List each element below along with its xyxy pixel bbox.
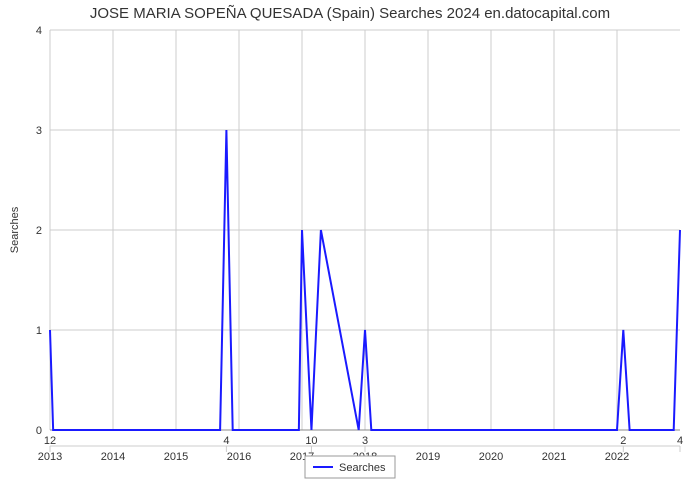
svg-text:2013: 2013 (38, 451, 62, 463)
legend: Searches (305, 456, 395, 478)
svg-text:3: 3 (36, 125, 42, 137)
svg-text:2022: 2022 (605, 451, 629, 463)
svg-text:2: 2 (620, 435, 626, 447)
chart-title: JOSE MARIA SOPEÑA QUESADA (Spain) Search… (90, 5, 610, 22)
x-secondary-bar: 12 4 10 3 2 4 (44, 435, 683, 452)
svg-text:12: 12 (44, 435, 56, 447)
svg-text:2021: 2021 (542, 451, 566, 463)
searches-line-chart: JOSE MARIA SOPEÑA QUESADA (Spain) Search… (0, 0, 700, 500)
y-axis-label: Searches (9, 206, 21, 253)
legend-label: Searches (339, 462, 386, 474)
svg-text:3: 3 (362, 435, 368, 447)
svg-text:4: 4 (677, 435, 683, 447)
gridlines (50, 30, 680, 430)
svg-text:0: 0 (36, 425, 42, 437)
svg-text:1: 1 (36, 325, 42, 337)
svg-text:4: 4 (36, 25, 42, 37)
svg-text:2020: 2020 (479, 451, 503, 463)
svg-text:2015: 2015 (164, 451, 188, 463)
svg-text:2016: 2016 (227, 451, 251, 463)
svg-text:10: 10 (305, 435, 317, 447)
svg-text:2: 2 (36, 225, 42, 237)
y-axis: 0 1 2 3 4 (36, 25, 42, 437)
svg-text:2014: 2014 (101, 451, 125, 463)
svg-text:2019: 2019 (416, 451, 440, 463)
svg-text:4: 4 (223, 435, 229, 447)
